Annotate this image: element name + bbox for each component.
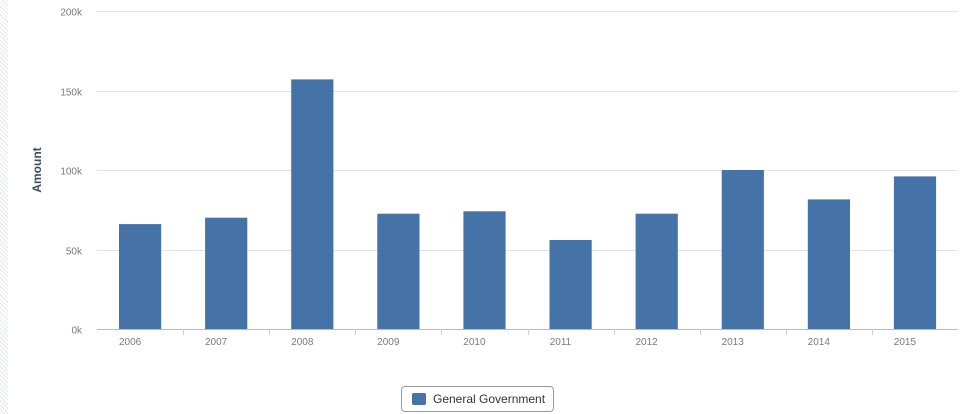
legend[interactable]: General Government [401, 386, 555, 412]
y-tick-label: 200k [60, 8, 83, 19]
y-tick-label: 150k [60, 88, 83, 99]
bar-2006[interactable] [119, 224, 162, 329]
y-tick-label: 0k [71, 326, 83, 337]
x-tick-label: 2013 [722, 337, 745, 348]
x-tick-label: 2015 [894, 337, 917, 348]
y-tick-label: 50k [66, 247, 83, 258]
frame-edge [0, 0, 8, 414]
x-tick-label: 2014 [808, 337, 831, 348]
bar-2007[interactable] [205, 217, 248, 329]
bar-2012[interactable] [635, 213, 678, 329]
x-tick-label: 2008 [291, 337, 314, 348]
x-tick-label: 2006 [119, 337, 142, 348]
x-tick-label: 2009 [377, 337, 400, 348]
x-tick-label: 2007 [205, 337, 228, 348]
y-axis: 0k 50k 100k 150k 200k [60, 8, 83, 337]
bar-2008[interactable] [291, 79, 334, 330]
bar-2013[interactable] [721, 170, 764, 329]
x-tick-label: 2010 [463, 337, 486, 348]
legend-label: General Government [433, 392, 546, 406]
bar-2009[interactable] [377, 213, 420, 329]
legend-swatch [412, 393, 426, 405]
bar-2015[interactable] [893, 176, 937, 329]
bar-2014[interactable] [807, 199, 850, 329]
x-tick-label: 2012 [635, 337, 658, 348]
y-tick-label: 100k [60, 167, 83, 178]
bar-2011[interactable] [549, 240, 592, 329]
x-axis: 2006 2007 2008 2009 2010 2011 2012 2013 2014 2015 [97, 329, 958, 348]
y-axis-title: Amount [30, 147, 44, 192]
bars [119, 79, 937, 330]
bar-2010[interactable] [463, 211, 506, 329]
x-tick-label: 2011 [550, 337, 572, 348]
